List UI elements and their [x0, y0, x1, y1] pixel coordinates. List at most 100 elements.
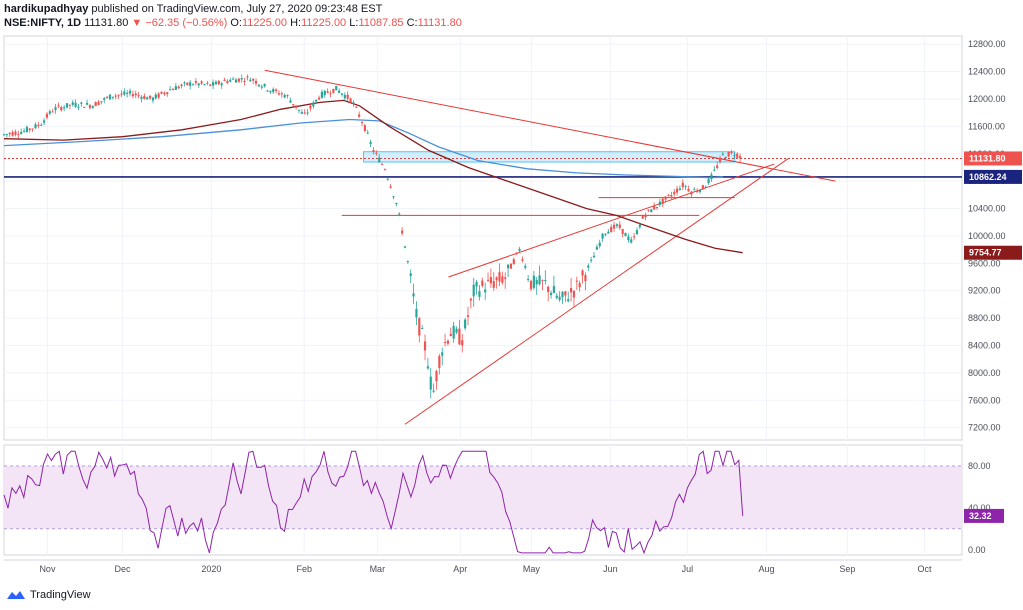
candle-body — [189, 82, 192, 86]
candle-body — [441, 352, 444, 356]
candle-body — [243, 80, 246, 82]
candle-body — [395, 202, 398, 205]
candle-body — [504, 277, 507, 279]
candle-body — [621, 228, 624, 234]
candle-body — [426, 366, 429, 369]
candle-body — [561, 291, 564, 298]
time-tick-label: Feb — [296, 564, 312, 574]
candle-body — [131, 94, 134, 97]
candle-body — [120, 93, 123, 95]
candle-body — [372, 150, 375, 152]
candle-body — [398, 213, 401, 215]
candle-body — [443, 341, 447, 343]
candle-body — [60, 107, 63, 111]
candle-body — [14, 131, 17, 135]
candle-body — [25, 126, 28, 132]
candle-body — [515, 252, 518, 254]
candle-body — [724, 157, 727, 159]
candle-body — [237, 78, 240, 82]
time-tick-label: Sep — [839, 564, 855, 574]
candle-body — [693, 189, 696, 191]
open-label: O: — [230, 17, 242, 29]
candle-body — [592, 255, 596, 258]
candle-body — [43, 120, 46, 123]
candle-body — [607, 231, 610, 234]
resistance-zone — [362, 151, 736, 163]
moving-average-slow — [3, 118, 724, 179]
candle-body — [675, 188, 679, 193]
time-tick-label: Dec — [115, 564, 132, 574]
candle-body — [346, 94, 349, 99]
close-label: C: — [406, 17, 418, 29]
candle-body — [209, 84, 212, 86]
candle-body — [380, 164, 384, 166]
close-value: 11131.80 — [417, 17, 462, 29]
published-text: published on TradingView.com, July 27, 2… — [91, 3, 383, 15]
candle-body — [317, 97, 321, 100]
candle-body — [146, 97, 149, 100]
candle-body — [295, 105, 298, 108]
candle-body — [412, 293, 415, 297]
author-name[interactable]: hardikupadhyay — [4, 3, 89, 15]
candle-body — [687, 188, 690, 192]
candle-body — [658, 201, 661, 205]
candle-body — [326, 91, 329, 93]
candle-body — [721, 153, 724, 155]
candle-body — [704, 186, 707, 188]
candle-body — [297, 109, 301, 111]
candle-body — [403, 246, 407, 248]
candle-body — [581, 270, 584, 276]
candle-body — [701, 185, 704, 190]
candle-body — [630, 239, 633, 243]
candle-body — [240, 78, 243, 80]
candle-body — [260, 86, 263, 88]
candle-body — [8, 133, 11, 135]
candle-body — [217, 80, 220, 85]
candle-body — [572, 291, 576, 298]
candle-body — [464, 319, 467, 329]
candle-body — [684, 186, 687, 188]
candle-body — [492, 281, 495, 288]
candle-body — [280, 93, 283, 95]
candle-body — [655, 206, 659, 208]
candle-body — [661, 198, 664, 204]
candle-body — [736, 153, 739, 158]
candle-body — [97, 101, 100, 105]
candle-body — [343, 94, 346, 99]
candle-body — [309, 105, 312, 109]
candle-body — [126, 92, 129, 95]
candle-body — [667, 194, 670, 196]
candle-body — [392, 196, 395, 198]
candle-body — [627, 236, 630, 241]
candle-body — [438, 356, 441, 368]
tradingview-footer[interactable]: TradingView — [6, 589, 91, 601]
candle-body — [527, 278, 530, 280]
candle-body — [590, 259, 593, 261]
candle-body — [472, 284, 475, 297]
candle-body — [140, 96, 143, 99]
candle-body — [229, 79, 232, 82]
candle-body — [37, 124, 40, 127]
candle-body — [544, 280, 547, 282]
candle-body — [74, 102, 77, 107]
price-tick-label: 9200.00 — [968, 286, 1001, 296]
candle-body — [552, 286, 555, 294]
candle-body — [137, 95, 140, 97]
candle-body — [549, 292, 553, 296]
price-tick-label: 8400.00 — [968, 341, 1001, 351]
candle-body — [157, 93, 160, 98]
publish-info: hardikupadhyay published on TradingView.… — [4, 3, 382, 15]
symbol-name[interactable]: NSE:NIFTY, 1D — [4, 17, 82, 29]
time-tick-label: Aug — [758, 564, 774, 574]
candle-body — [206, 82, 209, 84]
candle-body — [455, 328, 458, 333]
candle-body — [108, 94, 112, 100]
candle-body — [338, 90, 341, 93]
candle-body — [20, 131, 23, 134]
candle-body — [160, 91, 163, 94]
candle-body — [429, 376, 432, 390]
time-tick-label: Apr — [453, 564, 467, 574]
candle-body — [292, 104, 295, 106]
price-tick-label: 10400.00 — [968, 204, 1006, 214]
